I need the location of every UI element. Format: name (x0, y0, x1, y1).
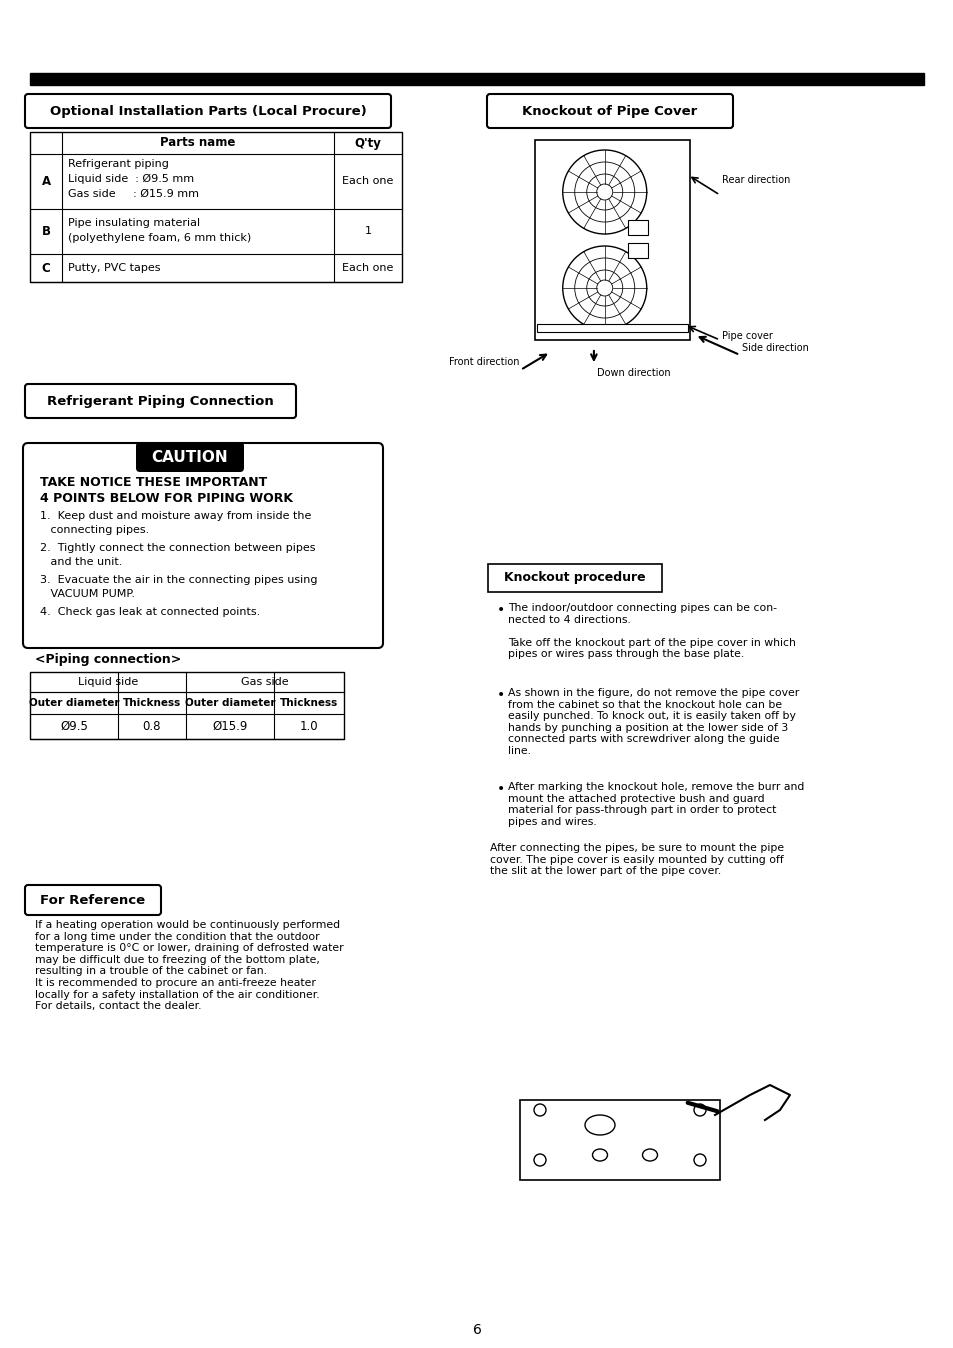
FancyBboxPatch shape (25, 886, 161, 915)
Text: Optional Installation Parts (Local Procure): Optional Installation Parts (Local Procu… (50, 105, 366, 117)
Text: (polyethylene foam, 6 mm thick): (polyethylene foam, 6 mm thick) (68, 233, 251, 243)
Text: Each one: Each one (342, 263, 394, 274)
Text: After connecting the pipes, be sure to mount the pipe
cover. The pipe cover is e: After connecting the pipes, be sure to m… (490, 842, 783, 876)
Text: CAUTION: CAUTION (152, 450, 228, 465)
Text: 1.0: 1.0 (299, 720, 318, 733)
Text: Pipe insulating material: Pipe insulating material (68, 218, 200, 228)
Text: Outer diameter: Outer diameter (185, 698, 275, 708)
Text: The indoor/outdoor connecting pipes can be con-
nected to 4 directions.

Take of: The indoor/outdoor connecting pipes can … (507, 603, 795, 659)
Text: connecting pipes.: connecting pipes. (40, 524, 149, 535)
Text: After marking the knockout hole, remove the burr and
mount the attached protecti: After marking the knockout hole, remove … (507, 782, 803, 826)
Text: Knockout of Pipe Cover: Knockout of Pipe Cover (522, 105, 697, 117)
Bar (30, 73, 923, 85)
Text: Thickness: Thickness (123, 698, 181, 708)
Text: Side direction: Side direction (741, 342, 808, 353)
Text: Pipe cover: Pipe cover (721, 332, 772, 341)
Text: 3.  Evacuate the air in the connecting pipes using: 3. Evacuate the air in the connecting pi… (40, 576, 317, 585)
Text: If a heating operation would be continuously performed
for a long time under the: If a heating operation would be continuo… (35, 919, 343, 1011)
Bar (30, 673, 344, 739)
Text: VACUUM PUMP.: VACUUM PUMP. (40, 589, 135, 599)
Text: Knockout procedure: Knockout procedure (503, 572, 645, 585)
Text: •: • (497, 687, 505, 702)
Bar (627, 220, 647, 235)
Ellipse shape (641, 1148, 657, 1161)
Text: 1.  Keep dust and moisture away from inside the: 1. Keep dust and moisture away from insi… (40, 511, 311, 520)
Text: For Reference: For Reference (40, 894, 146, 906)
Text: Ø9.5: Ø9.5 (60, 720, 88, 733)
FancyBboxPatch shape (486, 94, 732, 128)
FancyBboxPatch shape (23, 443, 382, 648)
FancyBboxPatch shape (25, 94, 391, 128)
Text: 0.8: 0.8 (143, 720, 161, 733)
Text: Each one: Each one (342, 177, 394, 186)
Text: Front direction: Front direction (449, 357, 519, 367)
Bar (30, 132, 401, 282)
Bar (519, 1100, 720, 1180)
Text: Refrigerant piping: Refrigerant piping (68, 159, 169, 168)
Text: Gas side     : Ø15.9 mm: Gas side : Ø15.9 mm (68, 189, 199, 200)
Text: 1: 1 (364, 226, 371, 236)
Text: TAKE NOTICE THESE IMPORTANT: TAKE NOTICE THESE IMPORTANT (40, 476, 267, 489)
Text: Liquid side  : Ø9.5 mm: Liquid side : Ø9.5 mm (68, 174, 193, 185)
Text: Refrigerant Piping Connection: Refrigerant Piping Connection (47, 395, 274, 407)
Bar (535, 140, 689, 340)
Text: 2.  Tightly connect the connection between pipes: 2. Tightly connect the connection betwee… (40, 543, 315, 553)
Text: 6: 6 (472, 1322, 481, 1337)
Text: Rear direction: Rear direction (721, 175, 789, 185)
Text: <Piping connection>: <Piping connection> (35, 654, 181, 666)
Text: Parts name: Parts name (160, 136, 235, 150)
Text: Q'ty: Q'ty (355, 136, 381, 150)
Text: Putty, PVC tapes: Putty, PVC tapes (68, 263, 160, 274)
Text: A: A (41, 175, 51, 187)
FancyBboxPatch shape (25, 384, 295, 418)
Bar (627, 243, 647, 257)
Text: Down direction: Down direction (597, 368, 670, 377)
FancyBboxPatch shape (136, 442, 244, 472)
Text: 4.  Check gas leak at connected points.: 4. Check gas leak at connected points. (40, 607, 260, 617)
Text: Outer diameter: Outer diameter (29, 698, 119, 708)
Text: As shown in the figure, do not remove the pipe cover
from the cabinet so that th: As shown in the figure, do not remove th… (507, 687, 799, 756)
Text: Thickness: Thickness (279, 698, 337, 708)
Text: 4 POINTS BELOW FOR PIPING WORK: 4 POINTS BELOW FOR PIPING WORK (40, 492, 293, 504)
Text: •: • (497, 782, 505, 797)
FancyArrowPatch shape (687, 1103, 717, 1111)
Text: Gas side: Gas side (241, 677, 289, 687)
Ellipse shape (584, 1115, 615, 1135)
Bar (537, 324, 687, 332)
Text: B: B (42, 225, 51, 239)
FancyBboxPatch shape (488, 563, 661, 592)
Text: C: C (42, 262, 51, 275)
Text: Liquid side: Liquid side (78, 677, 138, 687)
Text: and the unit.: and the unit. (40, 557, 122, 568)
Text: Ø15.9: Ø15.9 (213, 720, 248, 733)
Text: •: • (497, 603, 505, 617)
Ellipse shape (592, 1148, 607, 1161)
